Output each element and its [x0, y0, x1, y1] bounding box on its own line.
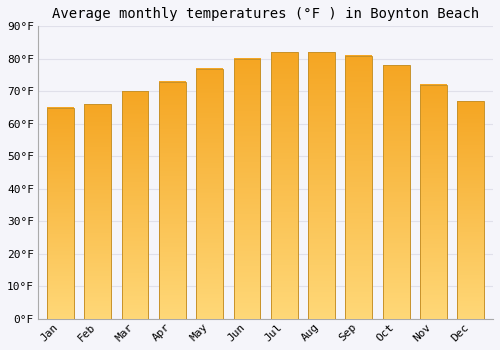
- Bar: [382, 65, 409, 319]
- Bar: [346, 56, 372, 319]
- Bar: [84, 104, 111, 319]
- Bar: [308, 52, 335, 319]
- Bar: [458, 101, 484, 319]
- Title: Average monthly temperatures (°F ) in Boynton Beach: Average monthly temperatures (°F ) in Bo…: [52, 7, 479, 21]
- Bar: [122, 91, 148, 319]
- Bar: [159, 82, 186, 319]
- Bar: [234, 59, 260, 319]
- Bar: [196, 69, 223, 319]
- Bar: [47, 107, 74, 319]
- Bar: [271, 52, 297, 319]
- Bar: [420, 85, 447, 319]
